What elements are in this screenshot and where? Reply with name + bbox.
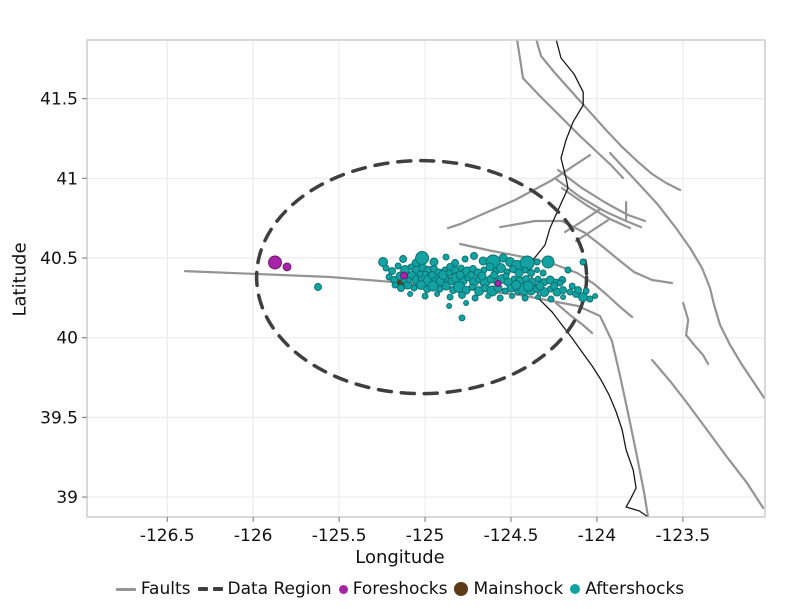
legend-label-faults: Faults <box>140 579 191 599</box>
legend-item-faults: Faults <box>115 579 191 599</box>
legend-label-aftershocks: Aftershocks <box>585 579 685 599</box>
x-tick-label: -125 <box>406 526 445 546</box>
y-tick-label: 39 <box>56 488 78 508</box>
mainshock-dot-swatch-icon <box>454 582 469 596</box>
x-tick-label: -126 <box>234 526 273 546</box>
legend-label-foreshocks: Foreshocks <box>352 579 448 599</box>
coastline <box>528 40 649 517</box>
y-tick-label: 41.5 <box>40 90 78 110</box>
data-region-dash-swatch-icon <box>197 587 223 591</box>
x-axis: -126.5 -126 -125.5 -125 -124.5 -124 -123.5 <box>140 517 710 546</box>
y-tick-label: 41 <box>56 169 78 189</box>
legend-item-mainshock: Mainshock <box>454 579 563 599</box>
faults-line-swatch-icon <box>115 587 136 591</box>
legend-item-data-region: Data Region <box>197 579 332 599</box>
aftershocks-layer <box>314 251 599 322</box>
data-region-ellipse <box>254 158 589 396</box>
x-axis-title: Longitude <box>355 547 445 568</box>
y-tick-label: 40 <box>56 329 78 349</box>
y-tick-label: 40.5 <box>40 249 78 269</box>
x-tick-label: -125.5 <box>312 526 367 546</box>
x-tick-label: -124.5 <box>484 526 539 546</box>
aftershocks-dot-swatch-icon <box>570 584 581 594</box>
legend: Faults Data Region Foreshocks Mainshock … <box>0 574 800 604</box>
legend-label-mainshock: Mainshock <box>473 579 564 599</box>
legend-label-data-region: Data Region <box>227 579 332 599</box>
x-tick-label: -123.5 <box>655 526 710 546</box>
legend-item-foreshocks: Foreshocks <box>338 579 448 599</box>
y-tick-label: 39.5 <box>40 408 78 428</box>
foreshocks-layer <box>268 255 502 287</box>
x-tick-label: -124 <box>578 526 617 546</box>
foreshocks-dot-swatch-icon <box>338 584 348 594</box>
y-axis-title: Latitude <box>9 242 31 317</box>
y-axis: 41.5 41 40.5 40 39.5 39 <box>40 90 87 508</box>
plot-frame <box>86 39 766 518</box>
legend-item-aftershocks: Aftershocks <box>570 579 684 599</box>
x-tick-label: -126.5 <box>140 526 195 546</box>
